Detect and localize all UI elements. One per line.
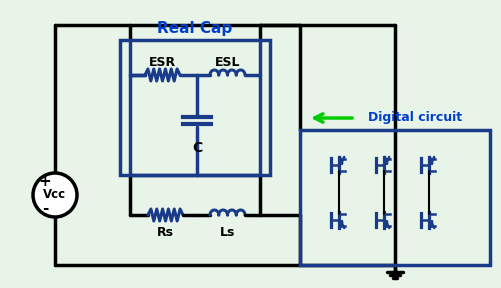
Text: Ls: Ls <box>220 226 235 238</box>
Text: -: - <box>42 200 48 215</box>
Text: Digital circuit: Digital circuit <box>368 111 462 124</box>
Text: ESR: ESR <box>148 56 175 69</box>
Text: Vcc: Vcc <box>44 189 67 202</box>
Text: Real Cap: Real Cap <box>157 20 232 35</box>
Text: +: + <box>39 175 52 190</box>
Text: C: C <box>192 141 202 155</box>
Text: Rs: Rs <box>156 226 173 238</box>
Text: ESL: ESL <box>215 56 241 69</box>
Circle shape <box>33 173 77 217</box>
